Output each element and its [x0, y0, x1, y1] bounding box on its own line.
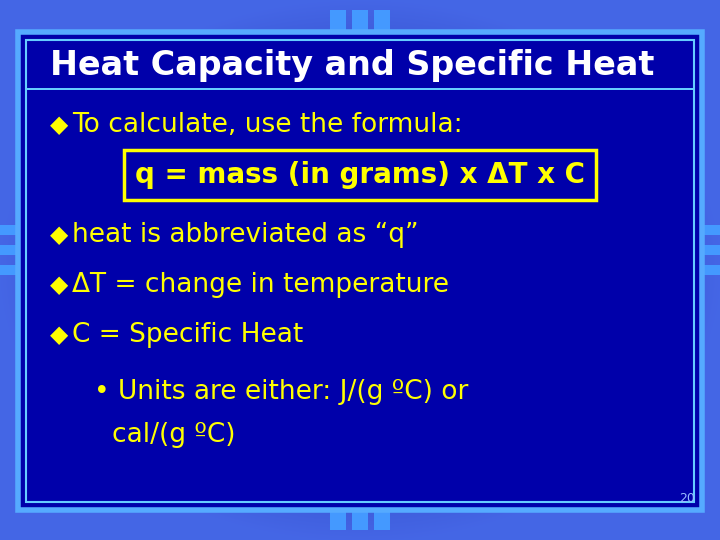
Polygon shape: [658, 240, 668, 260]
Polygon shape: [368, 40, 396, 56]
Polygon shape: [658, 220, 668, 240]
Bar: [352, 500, 368, 530]
Text: • Units are either: J/(g ºC) or: • Units are either: J/(g ºC) or: [94, 379, 468, 405]
Text: ◆: ◆: [50, 223, 68, 247]
Polygon shape: [52, 260, 62, 280]
Polygon shape: [346, 484, 374, 500]
Polygon shape: [52, 240, 62, 260]
Text: 20: 20: [679, 491, 695, 504]
Text: heat is abbreviated as “q”: heat is abbreviated as “q”: [72, 222, 418, 248]
Polygon shape: [346, 40, 374, 56]
Bar: [0, 245, 52, 255]
Bar: [26, 40, 694, 502]
Bar: [374, 500, 390, 530]
Text: cal/(g ºC): cal/(g ºC): [112, 422, 235, 448]
Text: C = Specific Heat: C = Specific Heat: [72, 322, 303, 348]
Bar: [18, 32, 702, 510]
Text: Heat Capacity and Specific Heat: Heat Capacity and Specific Heat: [50, 49, 654, 82]
Bar: [330, 10, 346, 40]
Bar: [0, 225, 52, 235]
Text: q = mass (in grams) x ΔT x C: q = mass (in grams) x ΔT x C: [135, 161, 585, 189]
Bar: [374, 10, 390, 40]
Bar: [330, 500, 346, 530]
Bar: [352, 10, 368, 40]
Bar: [668, 225, 720, 235]
Bar: [26, 88, 694, 90]
Polygon shape: [52, 220, 62, 240]
Text: ◆: ◆: [50, 323, 68, 347]
Polygon shape: [324, 484, 352, 500]
Polygon shape: [368, 484, 396, 500]
Bar: [668, 245, 720, 255]
Text: ΔT = change in temperature: ΔT = change in temperature: [72, 272, 449, 298]
Text: ◆: ◆: [50, 273, 68, 297]
Bar: [0, 265, 52, 275]
Polygon shape: [324, 40, 352, 56]
Text: To calculate, use the formula:: To calculate, use the formula:: [72, 112, 463, 138]
Polygon shape: [658, 260, 668, 280]
Text: ◆: ◆: [50, 113, 68, 137]
Bar: [668, 265, 720, 275]
